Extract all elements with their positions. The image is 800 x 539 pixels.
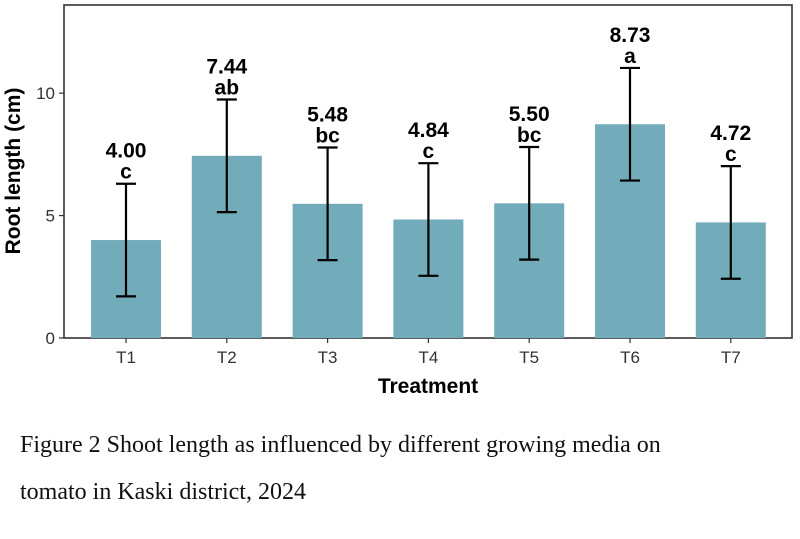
- x-tick-label-T5: T5: [519, 348, 539, 367]
- letter-label-T2: ab: [215, 77, 240, 100]
- letter-label-T1: c: [120, 161, 132, 184]
- y-tick-label: 5: [46, 207, 55, 226]
- x-tick-label-T7: T7: [721, 348, 741, 367]
- y-axis-ticks: 0 5 10: [36, 84, 64, 348]
- x-axis-ticks: T1 T2 T3 T4 T5 T6 T7: [116, 338, 741, 367]
- x-tick-label-T6: T6: [620, 348, 640, 367]
- value-label-T2: 7.44: [206, 56, 247, 79]
- caption-line-2: tomato in Kaski district, 2024: [20, 479, 306, 505]
- x-tick-label-T1: T1: [116, 348, 136, 367]
- y-tick-label: 0: [46, 329, 55, 348]
- x-tick-label-T3: T3: [318, 348, 338, 367]
- letter-label-T3: bc: [315, 125, 340, 148]
- letter-label-T6: a: [624, 45, 636, 68]
- letter-label-T7: c: [725, 143, 737, 166]
- x-tick-label-T4: T4: [418, 348, 438, 367]
- x-axis-title: Treatment: [378, 375, 478, 398]
- letter-label-T5: bc: [517, 124, 542, 147]
- caption-line-1: Figure 2 Shoot length as influenced by d…: [20, 432, 661, 458]
- error-bars: [116, 66, 741, 298]
- value-label-T5: 5.50: [509, 103, 550, 126]
- x-tick-label-T2: T2: [217, 348, 237, 367]
- error-bar-T1: [116, 182, 136, 298]
- error-bar-T2: [216, 98, 237, 214]
- value-label-T7: 4.72: [710, 122, 751, 145]
- error-bar-T6: [620, 66, 640, 182]
- error-bar-T5: [519, 145, 540, 261]
- y-axis-title: Root length (cm): [2, 88, 25, 255]
- value-label-T4: 4.84: [408, 119, 449, 142]
- error-bar-T4: [418, 162, 439, 277]
- value-label-T1: 4.00: [106, 140, 147, 163]
- value-label-T3: 5.48: [307, 104, 348, 127]
- value-label-T6: 8.73: [610, 24, 651, 47]
- error-bar-T3: [317, 146, 338, 262]
- figure-caption: Figure 2 Shoot length as influenced by d…: [20, 422, 790, 516]
- y-tick-label: 10: [36, 84, 55, 103]
- letter-label-T4: c: [423, 140, 435, 163]
- error-bar-T7: [720, 165, 741, 280]
